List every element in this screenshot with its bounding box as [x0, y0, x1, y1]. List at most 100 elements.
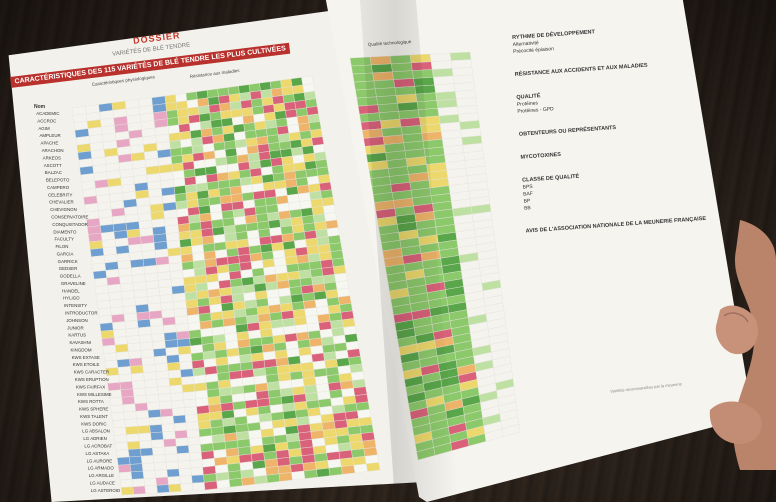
- table-cell: [109, 298, 124, 308]
- table-cell: [143, 265, 158, 275]
- table-cell: [138, 432, 152, 442]
- table-cell: [352, 72, 375, 83]
- table-cell: [174, 315, 189, 325]
- table-cell: [115, 245, 130, 255]
- table-cell: [192, 482, 206, 491]
- table-cell: [173, 300, 187, 310]
- table-cell: [116, 252, 131, 262]
- variety-name: GARRICK: [58, 259, 78, 264]
- table-cell: [165, 346, 180, 356]
- table-cell: [94, 285, 109, 295]
- table-cell: [161, 423, 175, 433]
- table-cell: [180, 368, 194, 378]
- table-cell: [166, 468, 180, 478]
- table-cell: [92, 270, 107, 280]
- variety-name: LG ARGILLE: [89, 473, 114, 478]
- table-cell: [369, 55, 392, 66]
- table-cell: [147, 295, 161, 305]
- table-cell: [175, 437, 189, 447]
- variety-name: FACULTY: [54, 237, 74, 242]
- table-cell: [204, 480, 218, 491]
- table-cell: [120, 388, 135, 398]
- variety-name: APACHE: [41, 141, 59, 146]
- table-cell: [166, 239, 181, 250]
- variety-name: LG AUDACE: [90, 480, 115, 485]
- table-cell: [143, 371, 157, 381]
- variety-name: KARTUS: [68, 333, 86, 338]
- variety-name: HANDEL: [62, 288, 80, 293]
- variety-name: LG ASTAKA: [86, 451, 110, 456]
- table-cell: [412, 69, 434, 79]
- table-cell: [133, 288, 148, 299]
- table-cell: [147, 409, 162, 419]
- table-cell: [128, 448, 142, 458]
- table-cell: [450, 59, 473, 69]
- table-cell: [162, 324, 177, 334]
- table-cell: [161, 309, 176, 319]
- table-cell: [110, 404, 124, 414]
- table-cell: [118, 373, 133, 383]
- table-cell: [191, 474, 205, 484]
- table-cell: [121, 290, 135, 300]
- table-cell: [158, 400, 173, 410]
- table-cell: [155, 256, 170, 266]
- table-cell: [136, 417, 150, 427]
- table-cell: [158, 393, 172, 403]
- legend-section: MYCOTOXINES: [520, 141, 710, 161]
- table-cell: [117, 464, 132, 473]
- table-cell: [119, 381, 134, 391]
- table-cell: [132, 281, 147, 291]
- table-cell: [128, 350, 142, 360]
- table-cell: [410, 61, 433, 71]
- name-column-header: Nom: [34, 104, 46, 110]
- table-cell: [122, 305, 137, 315]
- table-cell: [266, 473, 281, 484]
- table-cell: [178, 467, 192, 477]
- table-cell: [125, 426, 139, 435]
- table-cell: [152, 446, 166, 456]
- table-cell: [181, 383, 196, 393]
- table-cell: [154, 363, 169, 373]
- table-cell: [122, 403, 136, 413]
- variety-name: FILON: [56, 244, 69, 249]
- table-cell: [162, 430, 176, 440]
- table-cell: [179, 360, 193, 371]
- table-cell: [129, 251, 144, 261]
- legend-section-title: AVIS DE L'ASSOCIATION NATIONALE DE LA ME…: [525, 215, 707, 235]
- variety-name: KWS EXTASE: [72, 355, 100, 360]
- table-cell: [104, 359, 119, 369]
- table-cell: [151, 439, 165, 449]
- table-cell: [109, 397, 123, 406]
- table-cell: [190, 467, 204, 476]
- table-cell: [432, 68, 454, 78]
- variety-name: KAVASHNI: [69, 340, 91, 345]
- legend-section: RÉSISTANCE AUX ACCIDENTS ET AUX MALADIES: [515, 59, 705, 79]
- table-cell: [154, 248, 169, 258]
- table-cell: [372, 71, 394, 82]
- variety-name: CONSERVATOIRE: [51, 214, 88, 219]
- variety-name: KWS ERUPTION: [75, 377, 109, 382]
- hand-holding-page: [709, 220, 776, 470]
- table-cell: [158, 286, 173, 296]
- variety-name: HYLIGO: [63, 296, 80, 301]
- variety-name: DIAMENTO: [53, 229, 77, 234]
- table-cell: [291, 470, 306, 481]
- table-cell: [175, 323, 190, 333]
- table-cell: [157, 385, 171, 395]
- table-cell: [164, 339, 179, 349]
- table-cell: [167, 362, 181, 372]
- table-cell: [156, 263, 171, 274]
- legend-panel: RYTHME DE DÉVELOPPEMENT Alternativité Préc…: [512, 22, 717, 252]
- table-cell: [114, 336, 128, 346]
- table-cell: [185, 421, 200, 431]
- table-cell: [392, 70, 414, 80]
- table-cell: [353, 80, 376, 91]
- table-cell: [188, 444, 202, 454]
- table-cell: [145, 280, 160, 290]
- table-cell: [171, 399, 185, 409]
- table-cell: [167, 247, 182, 257]
- variety-name: AGIM: [38, 126, 50, 131]
- table-cell: [449, 51, 472, 61]
- table-cell: [129, 463, 144, 473]
